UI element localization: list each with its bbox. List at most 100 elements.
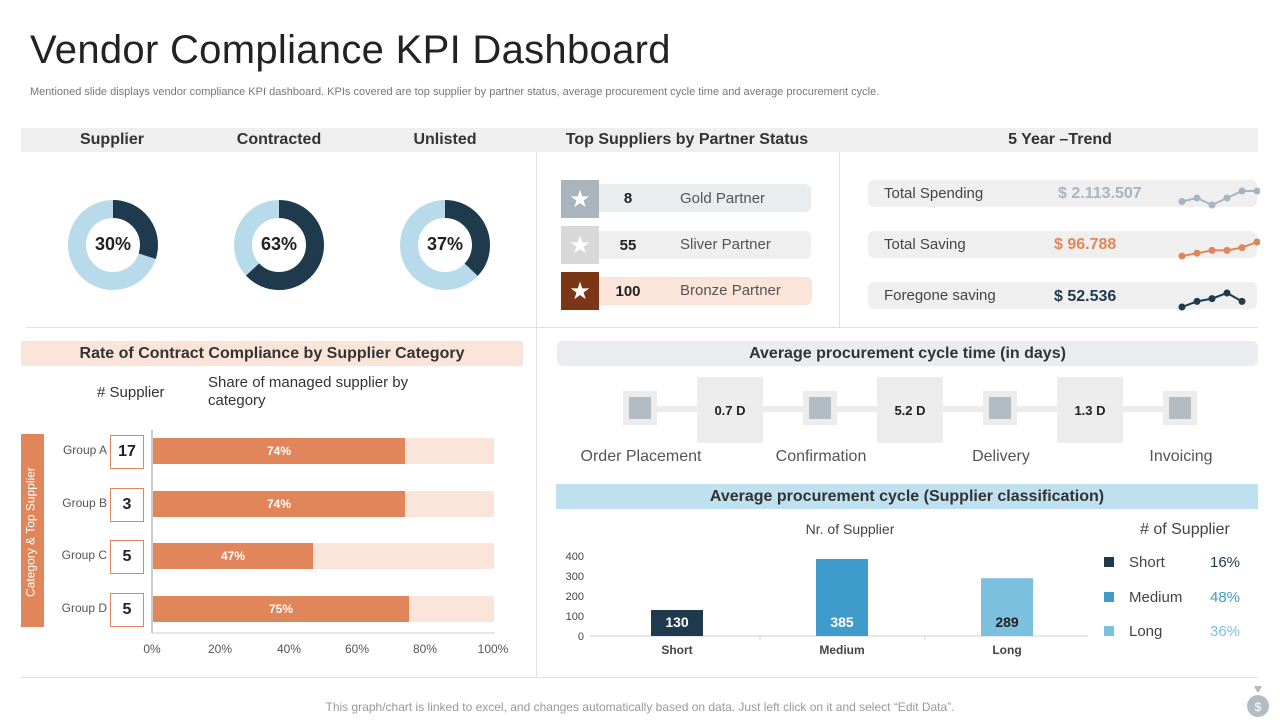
header-unlisted: Unlisted	[413, 131, 477, 148]
bar	[651, 610, 703, 636]
step-label-order: Order Placement	[580, 448, 702, 465]
partner-row-silver	[561, 231, 811, 259]
header-partner-status: Top Suppliers by Partner Status	[565, 131, 809, 148]
donut-label-supplier: 30%	[94, 234, 132, 254]
vbar-chart: 0 100 200 300 400 130 Short 385 Medium 289 Long	[566, 551, 1088, 657]
sparkline	[1181, 190, 1257, 207]
trend-value-saving: $ 96.788	[1054, 236, 1117, 253]
bar: 47%	[153, 543, 313, 569]
step-invoicing	[1163, 391, 1197, 425]
divider	[536, 152, 537, 327]
partner-count-gold: 8	[623, 190, 633, 207]
y-tick: 300	[566, 571, 584, 583]
header-contracted: Contracted	[236, 131, 322, 148]
trend-row-foregone	[868, 282, 1257, 309]
cycle-time-header-band	[557, 341, 1258, 366]
step-label-confirmation: Confirmation	[775, 448, 867, 465]
sparkline-point	[1208, 246, 1216, 254]
category-label: Long	[992, 643, 1021, 657]
trend-label-foregone: Foregone saving	[884, 287, 996, 304]
x-tick: 100%	[477, 642, 509, 656]
legend-name-long: Long	[1129, 623, 1163, 640]
y-tick: 100	[566, 611, 584, 623]
legend-pct-medium: 48%	[1210, 589, 1241, 606]
sparkline-point	[1208, 201, 1216, 209]
legend-swatch-long	[1104, 626, 1114, 636]
sparkline	[1181, 241, 1258, 257]
sparkline-point	[1208, 295, 1216, 303]
sparkline-point	[1223, 194, 1231, 202]
compliance-header-band	[21, 341, 523, 366]
sparkline-point	[1193, 249, 1201, 257]
partner-name-silver: Sliver Partner	[680, 236, 771, 253]
supplier-count: 5	[110, 540, 144, 574]
vbar-chart-title: Nr. of Supplier	[805, 521, 895, 537]
x-tick: 60%	[344, 642, 370, 656]
col-supplier-label: # Supplier	[97, 384, 165, 401]
category-label: Medium	[819, 643, 864, 657]
donut-label-contracted: 63%	[260, 234, 298, 254]
donut-charts	[68, 200, 490, 290]
sparkline-point	[1178, 303, 1186, 311]
group-label: Group B	[62, 496, 107, 510]
partner-name-gold: Gold Partner	[680, 190, 766, 207]
divider	[839, 152, 840, 327]
sparkline-point	[1238, 244, 1246, 252]
legend-title: # of Supplier	[1140, 521, 1230, 538]
partner-count-bronze: 100	[615, 283, 641, 300]
sparklines	[1178, 187, 1260, 311]
legend-pct-short: 16%	[1210, 554, 1241, 571]
duration-3: 1.3 D	[1057, 377, 1123, 443]
divider	[21, 677, 1258, 678]
money-bag-icon: $	[1247, 686, 1269, 717]
bar-value-label: 130	[665, 614, 689, 630]
y-tick: 200	[566, 591, 584, 603]
partner-name-bronze: Bronze Partner	[680, 282, 781, 299]
donut-label-unlisted: 37%	[426, 234, 464, 254]
page-subtitle: Mentioned slide displays vendor complian…	[30, 86, 880, 98]
legend-name-medium: Medium	[1129, 589, 1183, 606]
group-label: Group A	[62, 443, 107, 457]
sparkline-point	[1238, 187, 1246, 195]
partner-row-bronze	[561, 277, 812, 305]
category-label: Short	[661, 643, 692, 657]
sparkline-point	[1253, 238, 1260, 246]
bar: 74%	[153, 491, 405, 517]
partner-row-gold	[561, 184, 811, 212]
donut-arc	[68, 200, 158, 290]
cycle-class-title: Average procurement cycle (Supplier clas…	[709, 488, 1105, 505]
trend-value-foregone: $ 52.536	[1054, 288, 1117, 305]
duration-2: 5.2 D	[877, 377, 943, 443]
sparkline-point	[1193, 194, 1201, 202]
col-share-label: Share of managed supplier by category	[208, 374, 409, 409]
trend-label-saving: Total Saving	[884, 236, 966, 253]
x-tick: 20%	[207, 642, 233, 656]
x-tick: 0%	[143, 642, 161, 656]
bar-value-label: 385	[830, 614, 854, 630]
step-label-delivery: Delivery	[972, 448, 1030, 465]
page-title: Vendor Compliance KPI Dashboard	[30, 28, 671, 72]
y-tick: 400	[566, 551, 584, 563]
header-supplier: Supplier	[79, 131, 144, 148]
sparkline-point	[1223, 246, 1231, 254]
divider	[26, 327, 1258, 328]
legend-name-short: Short	[1129, 554, 1165, 571]
star-icon: ★	[561, 180, 599, 218]
category-side-label: Category & Top Supplier	[23, 467, 38, 597]
donut-arc	[400, 200, 490, 290]
supplier-count: 3	[110, 488, 144, 522]
donut-arc	[234, 200, 324, 290]
bar: 75%	[153, 596, 409, 622]
supplier-count: 5	[110, 593, 144, 627]
y-tick: 0	[578, 631, 584, 643]
star-icon: ★	[561, 272, 599, 310]
step-label-invoicing: Invoicing	[1149, 448, 1213, 465]
svg-text:$: $	[1255, 700, 1262, 714]
sparkline-point	[1193, 297, 1201, 305]
x-tick: 40%	[276, 642, 302, 656]
sparkline-point	[1238, 297, 1246, 305]
group-label: Group C	[61, 548, 107, 562]
trend-value-spending: $ 2.113.507	[1058, 185, 1142, 202]
bar: 74%	[153, 438, 405, 464]
compliance-title: Rate of Contract Compliance by Supplier …	[79, 345, 465, 362]
